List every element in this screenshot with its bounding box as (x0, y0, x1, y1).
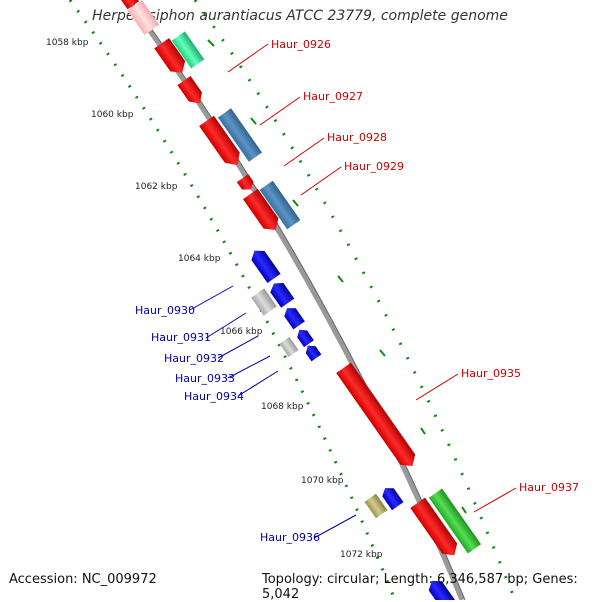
tick-label: 1066 kbp (220, 327, 263, 337)
gene-haur-0927-cds[interactable] (177, 75, 206, 108)
gene-reverse-cds-1[interactable] (248, 246, 281, 284)
tick-label: 1058 kbp (46, 38, 89, 48)
outer-tick-dashes (207, 39, 467, 514)
gene-haur-0937-feature[interactable] (428, 488, 482, 554)
gene-haur-0926-feature[interactable] (171, 31, 205, 69)
gene-red-top[interactable] (119, 0, 140, 10)
gene-reverse-cds-bottom[interactable] (425, 576, 457, 600)
gene-haur-0928-cds[interactable] (199, 115, 245, 171)
gene-haur-0930-cds[interactable] (267, 279, 295, 308)
tick-label: 1068 kbp (261, 402, 304, 412)
gene-label-haur-0930: Haur_0930 (135, 304, 195, 317)
tick-label: 1072 kbp (340, 550, 383, 560)
accession-text: Accession: NC_009972 (9, 572, 157, 587)
gene-haur-0929-small-cds[interactable] (236, 174, 256, 193)
gene-haur-0931-cds[interactable] (281, 304, 305, 330)
gene-haur-0936-feature[interactable] (364, 493, 388, 519)
gene-haur-0926-cds[interactable] (154, 38, 189, 78)
forward-leader-lines (227, 43, 517, 513)
gene-label-haur-0931: Haur_0931 (151, 331, 211, 344)
gene-label-haur-0933: Haur_0933 (175, 372, 235, 385)
tick-label: 1064 kbp (178, 254, 221, 264)
tick-label: 1070 kbp (301, 476, 344, 486)
gene-haur-0934-cds[interactable] (303, 342, 322, 362)
gene-haur-0937-cds[interactable] (410, 497, 461, 561)
gene-haur-0929-cds[interactable] (243, 188, 283, 235)
reverse-leader-lines (189, 285, 357, 539)
tick-label: 1060 kbp (91, 110, 134, 120)
gene-label-haur-0929: Haur_0929 (344, 160, 404, 173)
gene-haur-0936-cds[interactable] (379, 484, 404, 511)
gene-label-haur-0932: Haur_0932 (164, 352, 224, 365)
gene-label-haur-0936: Haur_0936 (260, 531, 320, 544)
gene-label-haur-0928: Haur_0928 (327, 131, 387, 144)
tick-label: 1062 kbp (135, 182, 178, 192)
gene-haur-0932-cds[interactable] (294, 326, 314, 348)
gene-haur-0929-feature[interactable] (259, 180, 301, 230)
gene-label-haur-0934: Haur_0934 (184, 390, 244, 403)
gene-label-haur-0926: Haur_0926 (271, 38, 331, 51)
gene-label-haur-0927: Haur_0927 (303, 90, 363, 103)
gene-haur-0930-feature[interactable] (251, 288, 277, 316)
kbp-tick-labels: 1058 kbp 1060 kbp 1062 kbp 1064 kbp 1066… (46, 38, 383, 560)
topology-text: Topology: circular; Length: 6,346,587 bp… (262, 572, 578, 602)
reverse-gene-labels[interactable]: Haur_0930 Haur_0931 Haur_0932 Haur_0933 … (135, 304, 320, 544)
gene-faded-top[interactable] (127, 0, 160, 35)
gene-label-haur-0937: Haur_0937 (519, 481, 579, 494)
gene-haur-0933-feature[interactable] (279, 337, 299, 357)
map-title: Herpetosiphon aurantiacus ATCC 23779, co… (92, 8, 508, 24)
gene-label-haur-0935: Haur_0935 (461, 367, 521, 380)
gene-haur-0928-feature[interactable] (217, 108, 263, 162)
forward-gene-labels[interactable]: Haur_0926 Haur_0927 Haur_0928 Haur_0929 … (271, 38, 579, 494)
gene-haur-0935-cds[interactable] (336, 362, 420, 472)
